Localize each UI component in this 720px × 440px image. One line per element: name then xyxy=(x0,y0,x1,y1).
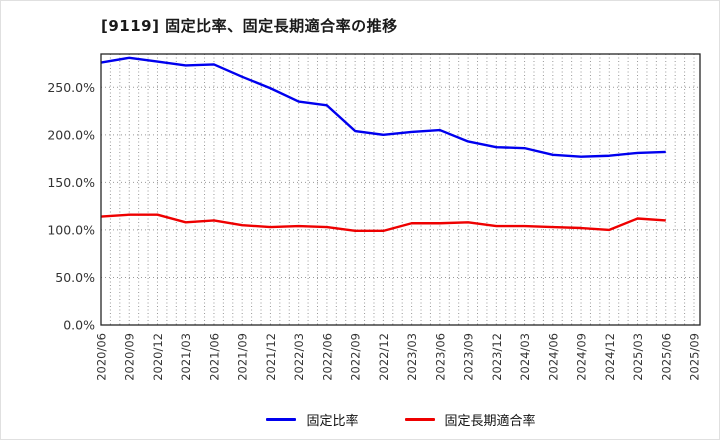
x-axis-tick-label: 2025/09 xyxy=(688,333,702,381)
x-axis-tick-label: 2023/09 xyxy=(462,333,476,381)
x-axis-tick-label: 2023/12 xyxy=(490,333,504,381)
x-axis-tick-label: 2020/09 xyxy=(123,333,137,381)
x-axis-tick-label: 2021/06 xyxy=(207,333,221,381)
x-axis-tick-label: 2020/12 xyxy=(151,333,165,381)
x-axis-tick-label: 2024/06 xyxy=(546,333,560,381)
y-axis-tick-label: 250.0% xyxy=(47,80,95,95)
legend-item-fixed-ratio: 固定比率 xyxy=(266,410,359,429)
x-axis-tick-label: 2022/09 xyxy=(349,333,363,381)
x-axis-tick-label: 2025/03 xyxy=(631,333,645,381)
fixed-longterm-ratio-line-swatch xyxy=(404,417,435,421)
x-axis-tick-label: 2024/12 xyxy=(603,333,617,381)
x-axis-tick-label: 2022/03 xyxy=(292,333,306,381)
y-axis-tick-labels: 0.0% 50.0% 100.0% 150.0% 200.0% 250.0% xyxy=(47,80,95,333)
fixed-longterm-ratio-legend-label: 固定長期適合率 xyxy=(444,413,536,429)
chart-legend: 固定比率 固定長期適合率 xyxy=(101,405,701,433)
x-axis-tick-label: 2024/09 xyxy=(575,333,589,381)
plot-border xyxy=(100,53,701,326)
fixed-ratio-line-swatch xyxy=(266,417,297,421)
y-axis-tick-label: 200.0% xyxy=(47,127,95,142)
x-axis-tick-label: 2021/12 xyxy=(264,333,278,381)
grid-lines xyxy=(100,54,700,325)
x-axis-tick-label: 2023/03 xyxy=(405,333,419,381)
x-axis-tick-label: 2022/06 xyxy=(320,333,334,381)
x-axis-tick-label: 2020/06 xyxy=(95,333,109,381)
fixed-ratio-legend-label: 固定比率 xyxy=(306,413,359,429)
x-axis-tick-label: 2021/09 xyxy=(236,333,250,381)
x-axis-tick-label: 2025/06 xyxy=(659,333,673,381)
chart-title: [9119] 固定比率、固定長期適合率の推移 xyxy=(101,17,398,35)
y-axis-tick-label: 150.0% xyxy=(47,175,95,190)
fixed-longterm-ratio-line xyxy=(100,213,666,233)
x-axis-tick-label: 2024/03 xyxy=(518,333,532,381)
y-axis-tick-label: 100.0% xyxy=(47,222,95,237)
y-axis-tick-label: 50.0% xyxy=(55,270,95,285)
y-axis-tick-label: 0.0% xyxy=(63,318,95,333)
x-axis-tick-label: 2021/03 xyxy=(179,333,193,381)
fixed-ratio-line xyxy=(100,56,666,158)
x-axis-tick-labels: 2020/06 2020/09 2020/12 2021/03 2021/06 2021/… xyxy=(95,333,702,381)
x-axis-tick-label: 2023/06 xyxy=(433,333,447,381)
x-axis-tick-label: 2022/12 xyxy=(377,333,391,381)
legend-item-fixed-longterm-ratio: 固定長期適合率 xyxy=(404,410,536,429)
